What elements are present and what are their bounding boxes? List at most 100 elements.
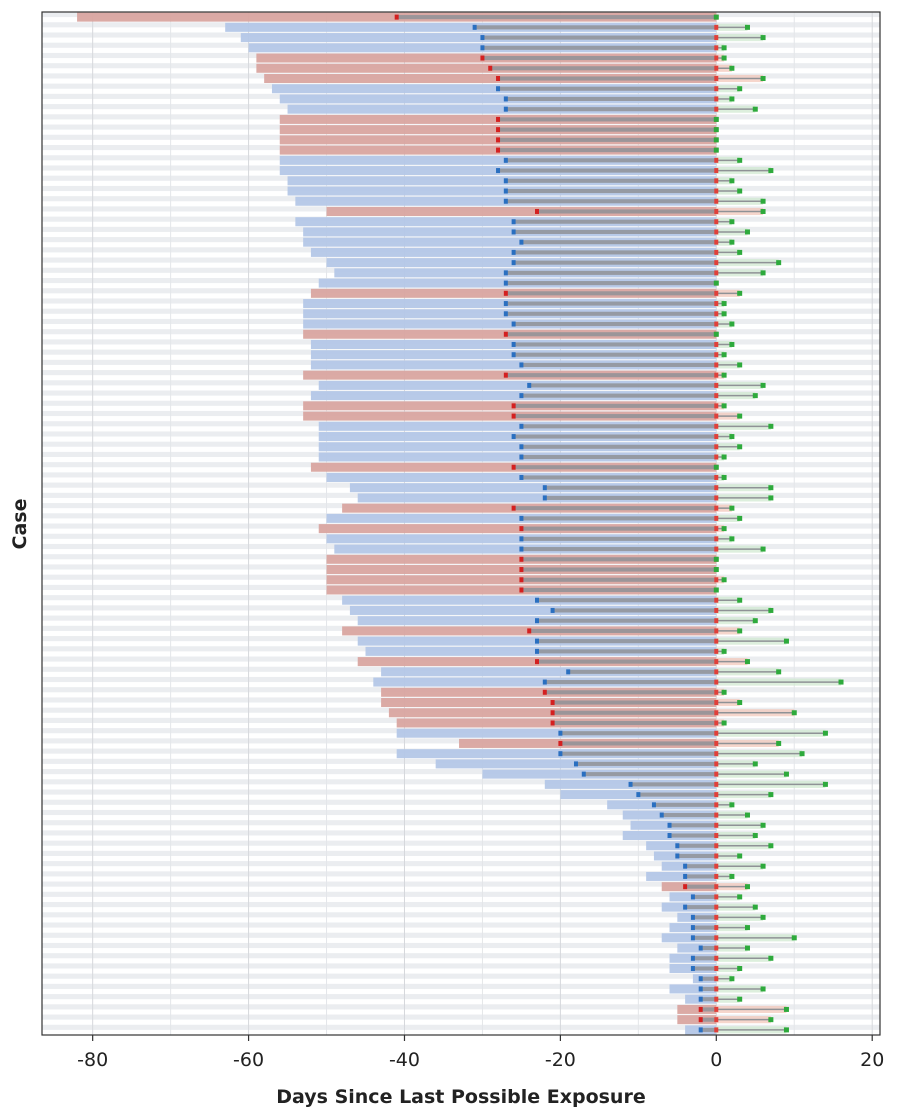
end-marker: [760, 546, 766, 552]
infectious-interval: [700, 976, 717, 981]
infectious-interval: [552, 710, 717, 715]
case-row: [396, 728, 828, 738]
case-row: [669, 984, 766, 994]
exposure-bar: [318, 421, 717, 431]
zero-marker: [714, 986, 719, 992]
zero-marker: [714, 863, 719, 869]
onset-marker: [535, 648, 540, 654]
zero-marker: [714, 362, 719, 368]
zero-marker: [714, 290, 719, 296]
end-marker: [713, 464, 719, 470]
exposure-bar: [381, 698, 717, 708]
case-row: [303, 309, 727, 319]
zero-marker: [714, 904, 719, 910]
case-row: [677, 943, 750, 953]
end-marker: [729, 239, 735, 245]
zero-marker: [714, 996, 719, 1002]
zero-marker: [714, 1017, 719, 1023]
exposure-bar: [303, 401, 717, 411]
case-row: [685, 994, 743, 1004]
case-row: [310, 360, 743, 370]
infectious-interval: [537, 598, 717, 603]
exposure-bar: [264, 73, 717, 84]
zero-marker: [714, 65, 719, 71]
zero-marker: [714, 659, 719, 665]
infectious-interval: [700, 1027, 717, 1032]
case-row: [342, 626, 743, 636]
end-marker: [721, 454, 727, 460]
infectious-interval: [521, 454, 717, 460]
case-row: [248, 43, 727, 53]
exposure-bar: [318, 442, 717, 452]
infectious-interval: [505, 188, 717, 194]
end-marker: [799, 751, 805, 757]
end-marker: [713, 280, 719, 286]
onset-marker: [519, 362, 524, 368]
case-row: [287, 186, 743, 196]
exposure-bar: [349, 483, 717, 493]
onset-marker: [496, 137, 501, 143]
case-row: [653, 851, 743, 861]
onset-marker: [573, 761, 578, 767]
end-marker: [713, 14, 719, 20]
onset-marker: [651, 802, 656, 808]
infectious-interval: [521, 362, 717, 367]
zero-marker: [714, 955, 719, 961]
onset-marker: [503, 96, 508, 102]
end-marker: [822, 781, 828, 787]
case-row: [388, 708, 797, 718]
end-marker: [791, 710, 797, 716]
zero-marker: [714, 75, 719, 81]
onset-marker: [698, 986, 703, 992]
exposure-bar: [318, 524, 717, 534]
row-stripe: [42, 912, 880, 918]
end-marker: [713, 556, 719, 562]
zero-marker: [714, 270, 719, 276]
case-row: [357, 616, 758, 626]
zero-marker: [714, 638, 719, 644]
onset-marker: [542, 495, 547, 501]
case-row: [225, 22, 750, 32]
case-row: [334, 268, 766, 278]
row-stripe: [42, 891, 880, 897]
case-row: [661, 882, 750, 892]
case-row: [318, 524, 727, 534]
infectious-interval: [700, 986, 717, 992]
onset-marker: [511, 413, 516, 419]
row-stripe: [42, 994, 880, 1000]
onset-marker: [698, 1006, 703, 1012]
end-marker: [721, 403, 727, 409]
end-marker: [776, 669, 782, 675]
exposure-bar: [256, 63, 717, 73]
zero-marker: [714, 526, 719, 532]
infectious-interval: [505, 311, 717, 316]
zero-marker: [714, 372, 719, 378]
case-row: [334, 544, 766, 554]
infectious-interval: [513, 414, 717, 419]
end-marker: [768, 423, 774, 429]
end-marker: [744, 945, 750, 951]
onset-marker: [558, 730, 563, 736]
exposure-bar: [240, 33, 717, 43]
infectious-interval: [630, 782, 717, 787]
x-tick-label: -20: [545, 1049, 576, 1071]
end-marker: [744, 229, 750, 235]
onset-marker: [503, 106, 508, 112]
infectious-interval: [692, 894, 717, 899]
infectious-interval: [505, 158, 717, 163]
end-marker: [729, 976, 735, 982]
row-stripe: [42, 840, 880, 846]
case-row: [271, 84, 743, 94]
exposure-bar: [381, 667, 717, 677]
case-row: [544, 779, 828, 789]
case-row: [435, 759, 758, 769]
infectious-interval: [537, 649, 717, 654]
zero-marker: [714, 976, 719, 982]
case-row: [303, 401, 727, 411]
end-marker: [760, 914, 766, 920]
end-marker: [768, 495, 774, 501]
end-marker: [729, 802, 735, 808]
end-marker: [737, 362, 743, 368]
case-row: [381, 698, 743, 708]
end-marker: [721, 352, 727, 358]
